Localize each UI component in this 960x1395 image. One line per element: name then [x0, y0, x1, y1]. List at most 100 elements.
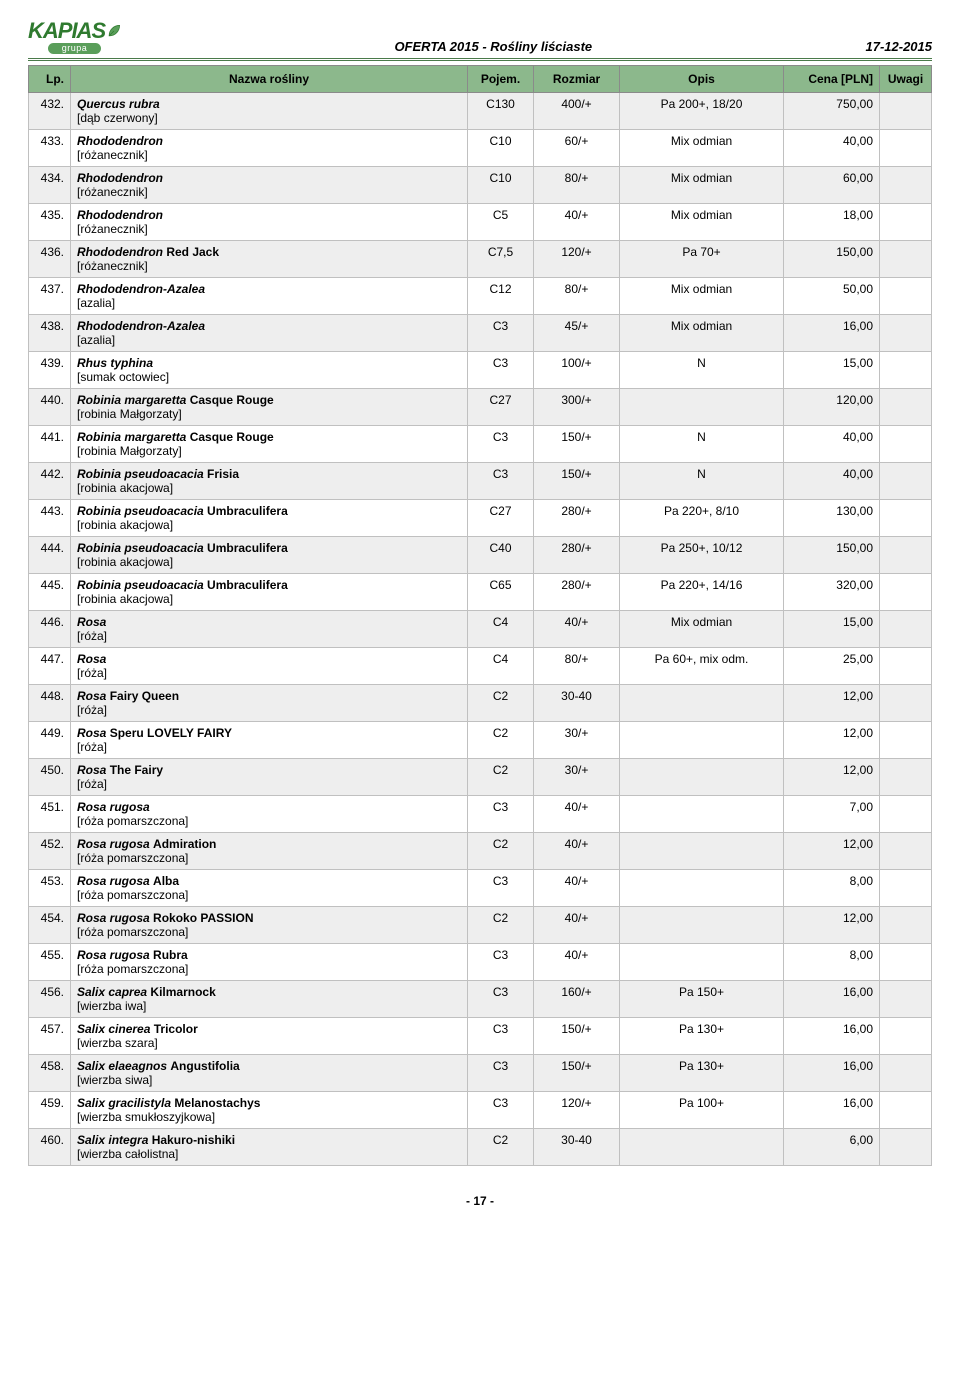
- plant-common-name: [dąb czerwony]: [77, 111, 461, 125]
- cell-opis: [620, 833, 784, 870]
- cell-lp: 434.: [29, 167, 71, 204]
- cell-cena: 12,00: [784, 722, 880, 759]
- table-row: 450.Rosa The Fairy[róża]C230/+12,00: [29, 759, 932, 796]
- cell-rozmiar: 30/+: [534, 722, 620, 759]
- cell-name: Robinia pseudoacacia Frisia[robinia akac…: [71, 463, 468, 500]
- cell-rozmiar: 30-40: [534, 685, 620, 722]
- col-cena: Cena [PLN]: [784, 66, 880, 93]
- cell-uwagi: [880, 537, 932, 574]
- cell-uwagi: [880, 759, 932, 796]
- cell-lp: 433.: [29, 130, 71, 167]
- cell-name: Rhus typhina[sumak octowiec]: [71, 352, 468, 389]
- cell-lp: 451.: [29, 796, 71, 833]
- cell-lp: 436.: [29, 241, 71, 278]
- plant-common-name: [wierzba siwa]: [77, 1073, 461, 1087]
- cell-name: Rhododendron Red Jack[różanecznik]: [71, 241, 468, 278]
- cell-cena: 7,00: [784, 796, 880, 833]
- table-row: 455.Rosa rugosa Rubra[róża pomarszczona]…: [29, 944, 932, 981]
- cell-opis: Pa 200+, 18/20: [620, 93, 784, 130]
- cell-lp: 435.: [29, 204, 71, 241]
- cell-lp: 448.: [29, 685, 71, 722]
- plant-common-name: [azalia]: [77, 296, 461, 310]
- cell-name: Robinia pseudoacacia Umbraculifera[robin…: [71, 500, 468, 537]
- table-row: 435.Rhododendron[różanecznik]C540/+Mix o…: [29, 204, 932, 241]
- cell-pojem: C4: [468, 611, 534, 648]
- cell-cena: 16,00: [784, 315, 880, 352]
- cell-name: Rosa rugosa Rokoko PASSION[róża pomarszc…: [71, 907, 468, 944]
- cell-lp: 437.: [29, 278, 71, 315]
- cell-opis: Pa 220+, 8/10: [620, 500, 784, 537]
- cell-pojem: C65: [468, 574, 534, 611]
- cell-name: Rosa rugosa[róża pomarszczona]: [71, 796, 468, 833]
- cell-uwagi: [880, 500, 932, 537]
- cell-pojem: C2: [468, 759, 534, 796]
- table-row: 445.Robinia pseudoacacia Umbraculifera[r…: [29, 574, 932, 611]
- plant-table: Lp. Nazwa rośliny Pojem. Rozmiar Opis Ce…: [28, 65, 932, 1166]
- cell-lp: 458.: [29, 1055, 71, 1092]
- cell-uwagi: [880, 352, 932, 389]
- cell-pojem: C3: [468, 315, 534, 352]
- table-row: 436.Rhododendron Red Jack[różanecznik]C7…: [29, 241, 932, 278]
- cell-opis: N: [620, 463, 784, 500]
- plant-common-name: [robinia Małgorzaty]: [77, 407, 461, 421]
- table-row: 440.Robinia margaretta Casque Rouge[robi…: [29, 389, 932, 426]
- cell-pojem: C3: [468, 981, 534, 1018]
- cell-rozmiar: 120/+: [534, 1092, 620, 1129]
- page-number: - 17 -: [28, 1194, 932, 1208]
- header-rule: [28, 58, 932, 61]
- cell-rozmiar: 120/+: [534, 241, 620, 278]
- plant-common-name: [wierzba całolistna]: [77, 1147, 461, 1161]
- plant-common-name: [wierzba smukłoszyjkowa]: [77, 1110, 461, 1124]
- cell-cena: 12,00: [784, 759, 880, 796]
- cell-name: Robinia pseudoacacia Umbraculifera[robin…: [71, 574, 468, 611]
- plant-common-name: [różanecznik]: [77, 148, 461, 162]
- plant-latin-name: Rosa rugosa: [77, 800, 461, 814]
- cell-opis: [620, 870, 784, 907]
- plant-common-name: [róża pomarszczona]: [77, 888, 461, 902]
- cell-uwagi: [880, 833, 932, 870]
- plant-latin-name: Rosa: [77, 652, 461, 666]
- cell-rozmiar: 280/+: [534, 537, 620, 574]
- cell-lp: 456.: [29, 981, 71, 1018]
- logo-main-text: KAPIAS: [28, 20, 105, 42]
- cell-rozmiar: 40/+: [534, 833, 620, 870]
- cell-rozmiar: 40/+: [534, 204, 620, 241]
- plant-latin-name: Rhus typhina: [77, 356, 461, 370]
- cell-uwagi: [880, 907, 932, 944]
- cell-cena: 750,00: [784, 93, 880, 130]
- cell-name: Salix cinerea Tricolor[wierzba szara]: [71, 1018, 468, 1055]
- cell-uwagi: [880, 389, 932, 426]
- cell-opis: Mix odmian: [620, 611, 784, 648]
- plant-latin-name: Quercus rubra: [77, 97, 461, 111]
- plant-common-name: [róża]: [77, 666, 461, 680]
- table-row: 432.Quercus rubra[dąb czerwony]C130400/+…: [29, 93, 932, 130]
- plant-latin-name: Rosa rugosa Rubra: [77, 948, 461, 962]
- cell-name: Rosa rugosa Alba[róża pomarszczona]: [71, 870, 468, 907]
- plant-common-name: [róża pomarszczona]: [77, 962, 461, 976]
- cell-cena: 40,00: [784, 463, 880, 500]
- cell-opis: [620, 389, 784, 426]
- cell-cena: 16,00: [784, 1055, 880, 1092]
- plant-latin-name: Rosa: [77, 615, 461, 629]
- table-row: 447.Rosa[róża]C480/+Pa 60+, mix odm.25,0…: [29, 648, 932, 685]
- table-row: 446.Rosa[róża]C440/+Mix odmian15,00: [29, 611, 932, 648]
- cell-name: Salix gracilistyla Melanostachys[wierzba…: [71, 1092, 468, 1129]
- col-uwagi: Uwagi: [880, 66, 932, 93]
- col-rozmiar: Rozmiar: [534, 66, 620, 93]
- cell-cena: 8,00: [784, 944, 880, 981]
- cell-rozmiar: 40/+: [534, 796, 620, 833]
- cell-cena: 12,00: [784, 833, 880, 870]
- plant-common-name: [róża]: [77, 629, 461, 643]
- plant-common-name: [różanecznik]: [77, 222, 461, 236]
- plant-latin-name: Rhododendron-Azalea: [77, 319, 461, 333]
- cell-rozmiar: 30-40: [534, 1129, 620, 1166]
- leaf-icon: [107, 24, 121, 38]
- plant-latin-name: Robinia pseudoacacia Umbraculifera: [77, 578, 461, 592]
- cell-cena: 16,00: [784, 1018, 880, 1055]
- cell-cena: 16,00: [784, 1092, 880, 1129]
- cell-pojem: C2: [468, 907, 534, 944]
- cell-name: Salix caprea Kilmarnock[wierzba iwa]: [71, 981, 468, 1018]
- cell-lp: 445.: [29, 574, 71, 611]
- cell-name: Rosa rugosa Rubra[róża pomarszczona]: [71, 944, 468, 981]
- cell-lp: 439.: [29, 352, 71, 389]
